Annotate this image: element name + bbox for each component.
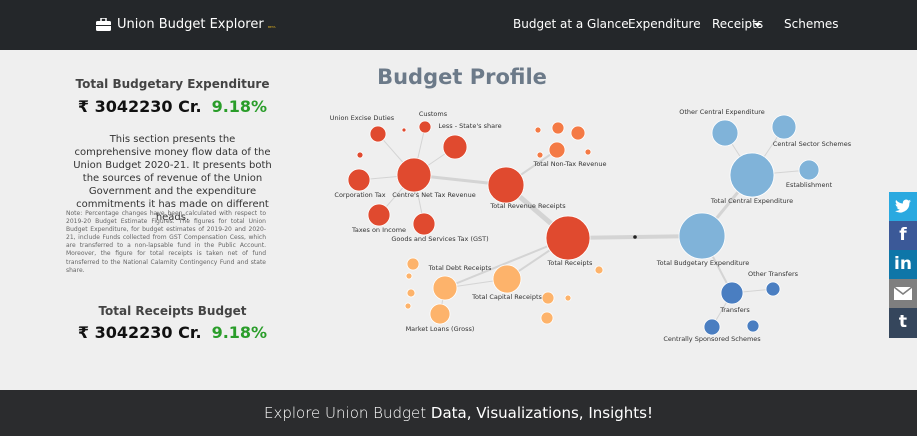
twitter-button[interactable] (889, 192, 917, 221)
note: Note: Percentage changes have been calcu… (66, 210, 266, 274)
node (570, 125, 586, 141)
node (545, 215, 591, 261)
receipts-title: Total Receipts Budget (98, 304, 247, 318)
node (429, 303, 451, 325)
node-label: Transfers (719, 306, 750, 314)
node (765, 281, 781, 297)
node (432, 275, 458, 301)
node (492, 264, 522, 294)
amount: ₹ 3042230 Cr. (77, 97, 202, 116)
node (396, 157, 432, 193)
node (540, 311, 554, 325)
node (720, 281, 744, 305)
node-label: Total Budgetary Expenditure (656, 259, 750, 267)
amount: ₹ 3042230 Cr. (77, 323, 202, 342)
node (418, 120, 432, 134)
change: 9.18% (211, 323, 268, 342)
node (678, 212, 726, 260)
beta-badge: BETA (268, 25, 276, 29)
expenditure-figure: ₹ 3042230 Cr. 9.18% (70, 97, 275, 116)
node (551, 121, 565, 135)
node (564, 294, 572, 302)
node-label: Total Debt Receipts (428, 264, 492, 272)
email-button[interactable] (889, 279, 917, 308)
node-label: Other Central Expenditure (679, 108, 765, 116)
node (729, 152, 775, 198)
node (534, 126, 542, 134)
node (406, 257, 420, 271)
node (711, 119, 739, 147)
node (401, 127, 407, 133)
node-label: Total Non-Tax Revenue (532, 160, 606, 168)
expenditure-title: Total Budgetary Expenditure (75, 77, 270, 91)
nav-item[interactable]: Budget at a Glance (513, 17, 629, 31)
description: This section presents the comprehensive … (73, 134, 272, 223)
navbar: Union Budget Explorer BETA Budget at a G… (0, 0, 917, 50)
node (771, 114, 797, 140)
footer: Explore Union Budget Data, Visualization… (0, 390, 917, 436)
node-label: Goods and Services Tax (GST) (391, 235, 488, 243)
node (746, 319, 760, 333)
node-label: Other Transfers (748, 270, 799, 278)
node (412, 212, 436, 236)
facebook-button[interactable]: f (889, 221, 917, 250)
tumblr-button[interactable]: t (889, 308, 917, 338)
node (584, 148, 592, 156)
diagram-title: Budget Profile (377, 65, 547, 89)
node-label: Taxes on Income (351, 226, 406, 234)
node (404, 302, 412, 310)
nav-item[interactable]: Schemes (784, 17, 839, 31)
nav-item[interactable]: Expenditure (628, 17, 701, 31)
brand[interactable]: Union Budget Explorer (117, 17, 264, 32)
node-label: Total Central Expenditure (710, 197, 793, 205)
node-label: Total Revenue Receipts (489, 202, 566, 210)
node-label: Central Sector Schemes (773, 140, 852, 148)
brand-icon (96, 18, 111, 31)
node (487, 166, 525, 204)
node (541, 291, 555, 305)
node-label: Market Loans (Gross) (406, 325, 475, 333)
node (406, 288, 416, 298)
node (798, 159, 820, 181)
node (548, 141, 566, 159)
node-label: Less - State's share (438, 122, 501, 130)
footer-bold: Data, Visualizations, Insights! (430, 404, 653, 422)
node-label: Total Receipts (547, 259, 594, 267)
node-label: Centrally Sponsored Schemes (663, 335, 761, 343)
node-label: Centre's Net Tax Revenue (392, 191, 476, 199)
change: 9.18% (211, 97, 268, 116)
node-label: Total Capital Receipts (471, 293, 542, 301)
node (442, 134, 468, 160)
receipts-figure: ₹ 3042230 Cr. 9.18% (70, 323, 275, 342)
node (356, 151, 364, 159)
caret (754, 23, 761, 27)
node (369, 125, 387, 143)
footer-lead: Explore Union Budget (263, 404, 427, 422)
nav-item[interactable]: Receipts (712, 17, 764, 31)
node (367, 203, 391, 227)
linkedin-button[interactable]: in (889, 250, 917, 279)
node (536, 151, 544, 159)
node (594, 265, 604, 275)
node-label: Union Excise Duties (330, 114, 395, 122)
edge-dot (633, 235, 637, 239)
twitter-icon (895, 199, 911, 213)
node (347, 168, 371, 192)
node (405, 272, 413, 280)
node-label: Establishment (786, 181, 833, 189)
node-label: Customs (419, 110, 448, 118)
node-label: Corporation Tax (334, 191, 385, 199)
email-icon (893, 286, 913, 300)
node (703, 318, 721, 336)
